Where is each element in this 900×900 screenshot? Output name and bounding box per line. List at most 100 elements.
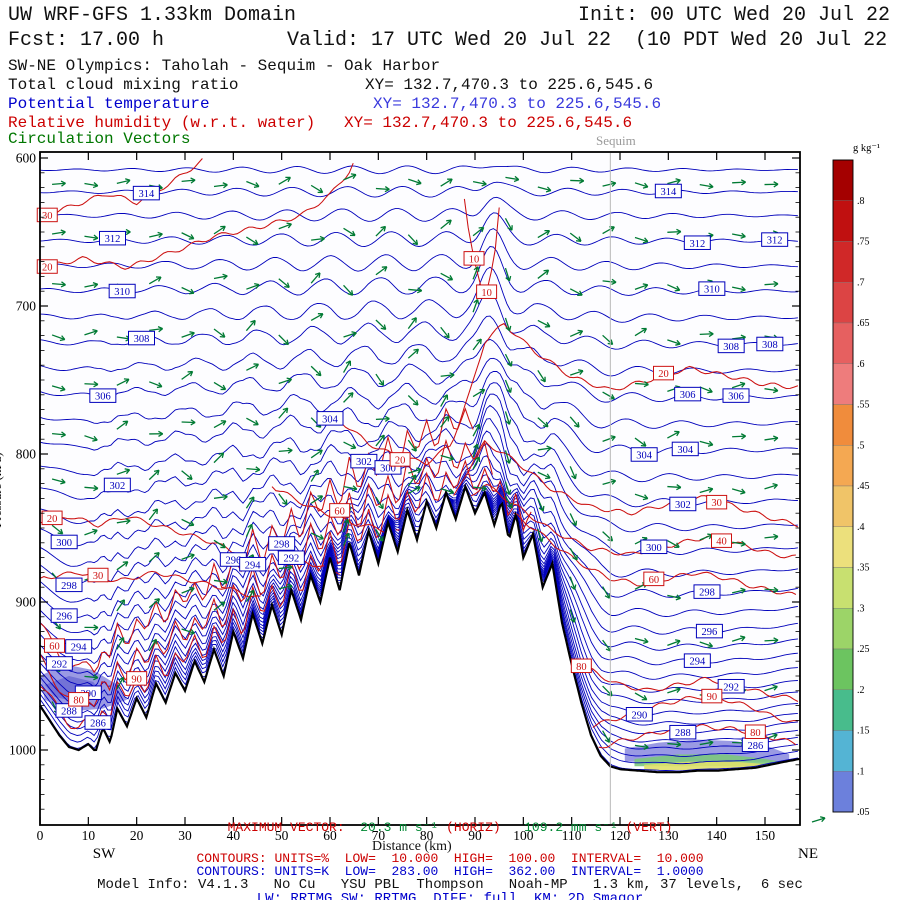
svg-text:.2: .2 xyxy=(857,685,865,696)
svg-text:298: 298 xyxy=(61,581,77,592)
svg-text:900: 900 xyxy=(16,595,37,610)
theta-contour-info: CONTOURS: UNITS=K LOW= 283.00 HIGH= 362.… xyxy=(196,864,704,879)
svg-text:70: 70 xyxy=(372,828,386,843)
svg-text:314: 314 xyxy=(660,187,677,198)
terrain-profile xyxy=(39,483,800,826)
svg-text:308: 308 xyxy=(762,340,778,351)
svg-text:700: 700 xyxy=(16,299,37,314)
svg-text:80: 80 xyxy=(73,695,84,706)
svg-text:Pressure (hPa): Pressure (hPa) xyxy=(0,452,4,527)
svg-text:308: 308 xyxy=(134,334,150,345)
svg-text:20: 20 xyxy=(130,828,144,843)
sequim-label: Sequim xyxy=(596,133,636,148)
svg-text:30: 30 xyxy=(93,571,104,582)
max-vector-part: 109.2 mm s⁻¹ xyxy=(524,820,626,835)
init-time: Init: 00 UTC Wed 20 Jul 22 xyxy=(578,4,891,27)
svg-text:292: 292 xyxy=(723,682,739,693)
field-xy-theta: XY= 132.7,470.3 to 225.6,545.6 xyxy=(373,95,662,113)
svg-text:310: 310 xyxy=(114,287,130,298)
field-label-theta: Potential temperature xyxy=(8,95,210,113)
field-label-vectors: Circulation Vectors xyxy=(8,130,191,148)
svg-text:298: 298 xyxy=(274,540,290,551)
svg-text:40: 40 xyxy=(227,828,241,843)
svg-text:10: 10 xyxy=(481,288,492,299)
svg-text:80: 80 xyxy=(420,828,434,843)
max-vector-part: MAXIMUM VECTOR: xyxy=(227,820,361,835)
svg-text:60: 60 xyxy=(323,828,337,843)
svg-text:294: 294 xyxy=(71,642,88,653)
axes: 0 10 20 30 40 50 60 70 80 90 100 110 120 130 140 150 600… xyxy=(0,151,818,863)
svg-text:.8: .8 xyxy=(857,196,865,207)
contour-labels: 314 314 312 312 312 310 310 308 308 308 306 306 306 3… xyxy=(36,183,789,753)
svg-text:292: 292 xyxy=(283,554,299,565)
svg-text:306: 306 xyxy=(680,390,696,401)
svg-text:302: 302 xyxy=(109,481,125,492)
svg-text:10: 10 xyxy=(469,254,480,265)
title-left: UW WRF-GFS 1.33km Domain xyxy=(8,4,297,27)
svg-text:290: 290 xyxy=(631,710,647,721)
circulation-vectors xyxy=(51,173,779,750)
svg-text:110: 110 xyxy=(562,828,582,843)
svg-text:150: 150 xyxy=(755,828,776,843)
svg-text:.15: .15 xyxy=(857,726,870,737)
svg-text:30: 30 xyxy=(42,211,53,222)
colorbar: .8 .75 .7 .65 .6 .55 .5 .45 .4 .35 .3 .25 .2 .15 .1 .05… xyxy=(811,143,880,823)
svg-text:296: 296 xyxy=(225,556,241,567)
svg-text:140: 140 xyxy=(707,828,728,843)
field-xy-cloud: XY= 132.7,470.3 to 225.6,545.6 xyxy=(365,76,654,94)
svg-text:60: 60 xyxy=(49,642,60,653)
cross-section-route: SW-NE Olympics: Taholah - Sequim - Oak H… xyxy=(8,57,441,75)
max-vector-part: 20.3 m s⁻¹ xyxy=(360,820,447,835)
svg-text:312: 312 xyxy=(767,236,783,247)
max-vector-line: MAXIMUM VECTOR: 20.3 m s⁻¹ (HORIZ) 109.2… xyxy=(0,820,900,835)
rh-contour-info: CONTOURS: UNITS=% LOW= 10.000 HIGH= 100.… xyxy=(196,851,704,866)
svg-text:304: 304 xyxy=(677,445,694,456)
svg-text:120: 120 xyxy=(610,828,631,843)
svg-text:286: 286 xyxy=(90,719,106,730)
svg-text:.75: .75 xyxy=(857,237,870,248)
forecast-hour: Fcst: 17.00 h xyxy=(8,29,165,52)
svg-text:306: 306 xyxy=(728,392,744,403)
svg-text:30: 30 xyxy=(711,498,722,509)
svg-text:.6: .6 xyxy=(857,359,865,370)
svg-text:800: 800 xyxy=(16,447,37,462)
svg-text:.3: .3 xyxy=(857,603,865,614)
svg-text:292: 292 xyxy=(51,659,67,670)
svg-text:286: 286 xyxy=(747,741,763,752)
svg-text:288: 288 xyxy=(61,707,77,718)
svg-text:304: 304 xyxy=(636,451,653,462)
svg-text:.45: .45 xyxy=(857,481,870,492)
max-vector-part: (HORIZ) xyxy=(446,820,525,835)
svg-text:312: 312 xyxy=(689,239,705,250)
max-vector-part: (VERT) xyxy=(625,820,673,835)
svg-text:306: 306 xyxy=(95,392,111,403)
svg-text:.05: .05 xyxy=(857,807,870,818)
svg-text:298: 298 xyxy=(699,588,715,599)
physics-info: LW: RRTMG SW: RRTMG DIFF: full KM: 2D Sm… xyxy=(256,891,644,900)
svg-text:20: 20 xyxy=(395,455,406,466)
svg-text:30: 30 xyxy=(178,828,192,843)
svg-text:600: 600 xyxy=(16,151,37,166)
svg-text:.5: .5 xyxy=(857,440,865,451)
field-label-cloud: Total cloud mixing ratio xyxy=(8,76,239,94)
svg-text:90: 90 xyxy=(131,674,142,685)
svg-text:1000: 1000 xyxy=(9,743,36,758)
svg-text:312: 312 xyxy=(105,234,121,245)
svg-text:304: 304 xyxy=(322,414,339,425)
svg-text:60: 60 xyxy=(649,575,660,586)
svg-text:0: 0 xyxy=(37,828,44,843)
svg-text:.4: .4 xyxy=(857,522,865,533)
svg-text:90: 90 xyxy=(468,828,482,843)
svg-text:20: 20 xyxy=(658,369,669,380)
svg-text:.1: .1 xyxy=(857,766,865,777)
valid-time: Valid: 17 UTC Wed 20 Jul 22 (10 PDT Wed … xyxy=(287,29,900,52)
svg-text:20: 20 xyxy=(47,514,58,525)
svg-text:300: 300 xyxy=(646,543,662,554)
svg-text:10: 10 xyxy=(82,828,96,843)
svg-text:310: 310 xyxy=(704,285,720,296)
relative-humidity-contours xyxy=(39,158,799,749)
svg-text:130: 130 xyxy=(658,828,679,843)
svg-text:302: 302 xyxy=(356,457,372,468)
